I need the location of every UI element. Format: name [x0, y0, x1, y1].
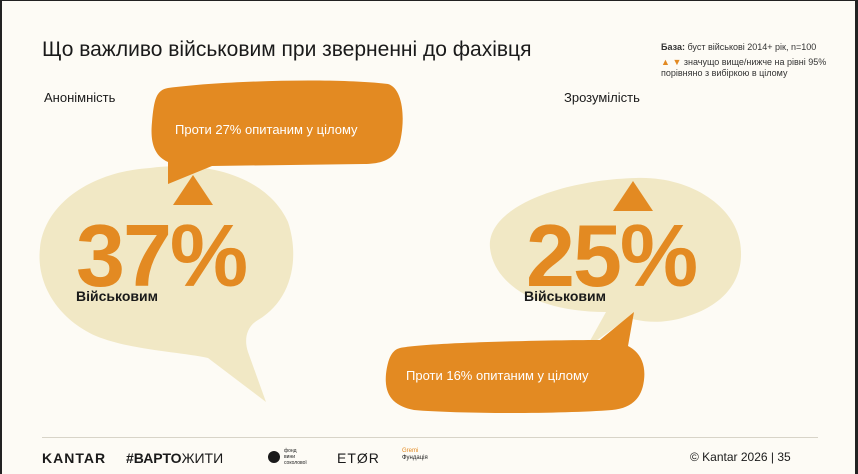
gremi-logo: Gremi Фундація [402, 448, 428, 462]
kantar-logo: KANTAR [42, 450, 107, 466]
gremi-top: Gremi [402, 448, 419, 454]
fund-line-1: фонд [284, 448, 297, 454]
varto-bold: #ВАРТО [126, 450, 182, 466]
varto-rest: ЖИТИ [181, 450, 224, 466]
speech-bubble-right [489, 177, 742, 348]
footer-divider [42, 437, 818, 438]
frame-right [855, 0, 858, 474]
significance-legend: ▲ ▼ значущо вище/нижче на рівні 95% порі… [661, 57, 851, 79]
panel-label-anonymity: Анонімність [44, 90, 116, 105]
value-anonymity: 37% [76, 206, 248, 305]
triangle-up-icon: ▲ [661, 57, 670, 67]
sublabel-clarity: Військовим [524, 288, 606, 304]
frame-left [0, 0, 2, 474]
gremi-bottom: Фундація [402, 455, 428, 461]
comparison-text-clarity: Проти 16% опитаним у цілому [406, 368, 589, 383]
speech-bubble-left [39, 166, 294, 402]
fund-sokolova-logo: фонд вини соколової [268, 448, 307, 466]
page-title: Що важливо військовим при зверненні до ф… [42, 38, 532, 61]
varto-zhyty-logo: #ВАРТОЖИТИ [126, 450, 223, 466]
comparison-text-anonymity: Проти 27% опитаним у цілому [175, 122, 358, 137]
legend-text: значущо вище/нижче на рівні 95% порівнян… [661, 57, 827, 78]
sublabel-anonymity: Військовим [76, 288, 158, 304]
etor-logo: ETØR [337, 450, 380, 466]
value-clarity: 25% [526, 206, 698, 305]
fund-line-3: соколової [284, 460, 307, 466]
copyright-page-number: © Kantar 2026 | 35 [690, 450, 791, 464]
base-note: База: буст військові 2014+ рік, n=100 [661, 42, 851, 53]
arrow-up-icon-right [613, 181, 653, 211]
panel-label-clarity: Зрозумілість [564, 90, 640, 105]
base-text: буст військові 2014+ рік, n=100 [687, 42, 817, 52]
triangle-down-icon: ▼ [672, 57, 682, 67]
fund-mark-icon [268, 451, 280, 463]
base-label: База: [661, 42, 685, 52]
callout-bubble-right [385, 312, 645, 413]
arrow-up-icon-left [173, 175, 213, 205]
fund-line-2: вини [284, 454, 296, 460]
callout-bubble-left [151, 80, 403, 184]
frame-top [0, 0, 858, 1]
